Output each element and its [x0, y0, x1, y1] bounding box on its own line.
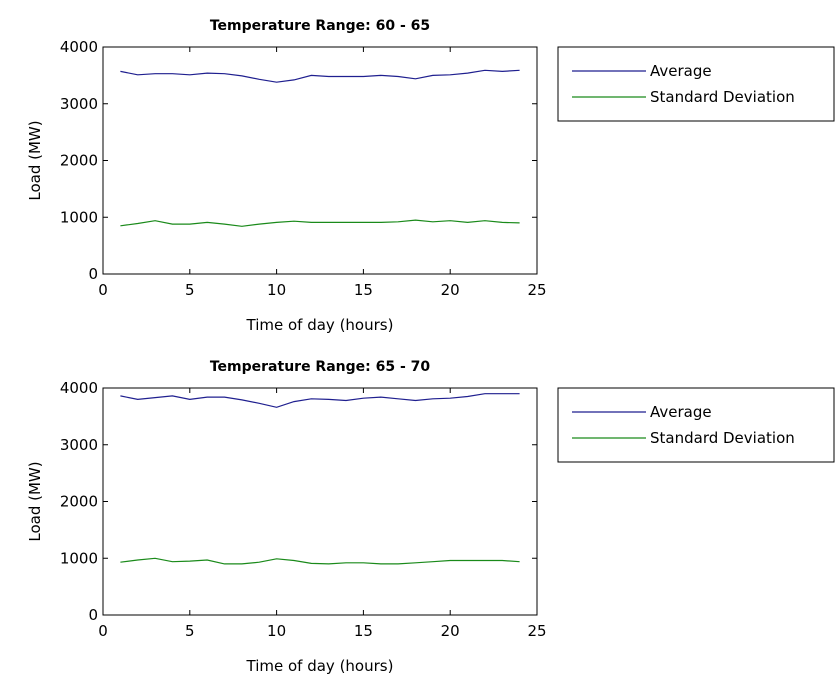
- y-tick-label: 1000: [60, 549, 98, 567]
- y-tick-label: 1000: [60, 208, 98, 226]
- x-tick-label: 25: [527, 281, 546, 299]
- x-tick-label: 0: [98, 281, 108, 299]
- x-tick-label: 5: [185, 281, 195, 299]
- series-line-average: [120, 69, 520, 83]
- y-tick-label: 4000: [60, 379, 98, 397]
- chart-1: Temperature Range: 60 - 65 0 5 10 15 20 25 0 100…: [26, 18, 835, 334]
- x-tick-label: 5: [185, 622, 195, 640]
- plot-area: [102, 46, 538, 275]
- legend-entry: Average: [650, 403, 712, 421]
- y-tick-label: 0: [88, 265, 98, 283]
- legend-entry: Average: [650, 62, 712, 80]
- x-tick-label: 20: [441, 281, 460, 299]
- legend: Average Standard Deviation: [557, 387, 835, 463]
- y-tick-label: 2000: [60, 493, 98, 511]
- legend-box: [557, 46, 835, 122]
- y-tick-label: 2000: [60, 152, 98, 170]
- legend-box: [557, 387, 835, 463]
- legend: Average Standard Deviation: [557, 46, 835, 122]
- x-tick-label: 10: [267, 622, 286, 640]
- x-tick-label: 15: [354, 622, 373, 640]
- y-tick-label: 3000: [60, 95, 98, 113]
- legend-entry: Standard Deviation: [650, 429, 795, 447]
- series-line-average: [120, 393, 520, 408]
- series-line-standard-deviation: [120, 557, 520, 565]
- chart-title: Temperature Range: 65 - 70: [210, 359, 431, 375]
- legend-entry: Standard Deviation: [650, 88, 795, 106]
- x-tick-label: 15: [354, 281, 373, 299]
- x-tick-label: 0: [98, 622, 108, 640]
- series-line-standard-deviation: [120, 219, 520, 227]
- chart-2: Temperature Range: 65 - 70 0 5 10 15 20 25 0 100…: [26, 359, 835, 675]
- y-tick-label: 3000: [60, 436, 98, 454]
- x-tick-label: 10: [267, 281, 286, 299]
- chart-title: Temperature Range: 60 - 65: [210, 18, 430, 34]
- x-axis-label: Time of day (hours): [246, 316, 394, 334]
- y-axis-label: Load (MW): [26, 120, 44, 200]
- x-tick-label: 25: [527, 622, 546, 640]
- x-tick-label: 20: [441, 622, 460, 640]
- y-tick-label: 4000: [60, 38, 98, 56]
- y-axis-label: Load (MW): [26, 461, 44, 541]
- plot-area: [102, 387, 538, 616]
- y-tick-label: 0: [88, 606, 98, 624]
- x-axis-label: Time of day (hours): [246, 657, 394, 675]
